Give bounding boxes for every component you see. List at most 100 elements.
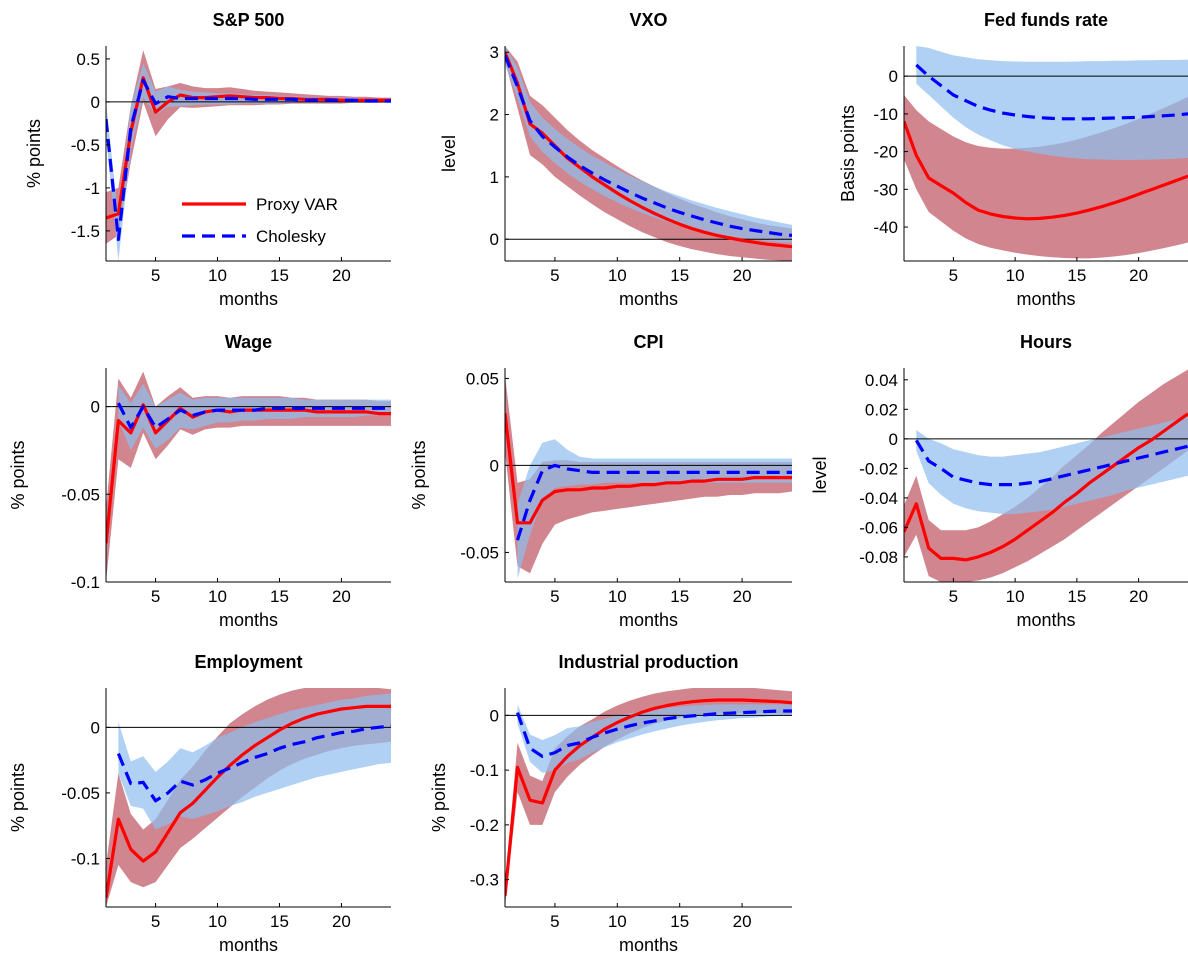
plot-area (106, 371, 391, 582)
y-tick-label: -20 (873, 143, 898, 162)
y-tick-label: 1 (490, 168, 499, 187)
x-tick-label: 20 (332, 912, 351, 931)
y-tick-label: -0.05 (61, 485, 100, 504)
x-tick-label: 15 (670, 912, 689, 931)
x-tick-label: 10 (208, 266, 227, 285)
band-cholesky (505, 46, 792, 243)
chart-cpi: 5 10 15 20 0.05 0 -0.05 CPI months % points (409, 332, 792, 630)
chart-employment: 5 10 15 20 0 -0.05 -0.1 Employment months % point… (8, 652, 391, 955)
y-axis-label: level (810, 456, 830, 493)
x-tick-label: 20 (733, 587, 752, 606)
y-tick-label: -0.05 (61, 784, 100, 803)
y-tick-label: 0.05 (466, 369, 499, 388)
x-tick-label: 15 (1067, 266, 1086, 285)
y-tick-label: 0 (889, 430, 898, 449)
x-tick-label: 5 (949, 587, 958, 606)
panel-title: Hours (1020, 332, 1072, 352)
panel-title: VXO (629, 10, 667, 30)
y-tick-label: 0 (490, 456, 499, 475)
band-cholesky (916, 416, 1188, 515)
y-tick-label: -0.04 (859, 489, 898, 508)
x-tick-label: 5 (550, 266, 559, 285)
x-tick-label: 15 (670, 266, 689, 285)
chart-fed-funds-rate: 5 10 15 20 0 -10 -20 -30 -40 Fed funds rate months… (838, 10, 1188, 309)
series-line-cholesky (116, 402, 391, 430)
x-axis-label: months (619, 610, 678, 630)
series-line-cholesky (914, 439, 1188, 487)
y-tick-label: -30 (873, 180, 898, 199)
y-axis-label: level (439, 135, 459, 172)
x-axis-label: months (219, 610, 278, 630)
panel-title: Employment (194, 652, 302, 672)
series-line-proxy-var (106, 403, 391, 544)
x-tick-label: 5 (151, 587, 160, 606)
plot-area (505, 46, 792, 261)
chart-hours: 5 10 15 20 0.04 0.02 0 -0.02 -0.04 -0.06 -0.08 Hour… (810, 332, 1188, 630)
series-line-cholesky (915, 63, 1188, 121)
plot-area (106, 50, 391, 261)
x-tick-label: 20 (332, 587, 351, 606)
panel-title: Fed funds rate (984, 10, 1108, 30)
y-axis-label: Basis points (838, 105, 858, 202)
series-line-cholesky (515, 709, 792, 758)
x-axis-label: months (1016, 289, 1075, 309)
x-tick-label: 15 (270, 912, 289, 931)
y-tick-label: 0.5 (76, 50, 100, 69)
series-line-cholesky (505, 54, 792, 237)
y-axis-label: % points (429, 763, 449, 832)
y-tick-label: -1.5 (71, 222, 100, 241)
plot-area (505, 375, 792, 579)
plot-area (904, 369, 1188, 582)
chart-wage: 5 10 15 20 0 -0.05 -0.1 Wage months % points (8, 332, 391, 630)
series-line-proxy-var (505, 698, 792, 897)
band-cholesky (118, 383, 391, 451)
legend-label: Cholesky (256, 227, 326, 246)
x-tick-label: 5 (949, 266, 958, 285)
series-line-proxy-var (904, 412, 1188, 562)
y-tick-label: 0 (490, 230, 499, 249)
y-tick-label: -0.05 (460, 543, 499, 562)
panel-title: CPI (633, 332, 663, 352)
y-tick-label: 0 (91, 718, 100, 737)
plot-area (904, 46, 1188, 259)
y-tick-label: -1 (85, 179, 100, 198)
x-axis-label: months (619, 289, 678, 309)
panel-title: Wage (225, 332, 272, 352)
x-tick-label: 10 (1006, 266, 1025, 285)
x-axis-label: months (619, 935, 678, 955)
y-tick-label: 2 (490, 106, 499, 125)
y-tick-label: 0.02 (865, 400, 898, 419)
x-tick-label: 10 (608, 587, 627, 606)
x-tick-label: 20 (733, 912, 752, 931)
series-line-cholesky (515, 463, 792, 541)
y-axis-label: % points (8, 763, 28, 832)
y-tick-label: -0.08 (859, 548, 898, 567)
x-tick-label: 20 (1129, 587, 1148, 606)
x-tick-label: 20 (332, 266, 351, 285)
y-tick-label: -10 (873, 105, 898, 124)
x-tick-label: 15 (670, 587, 689, 606)
y-tick-label: 0 (91, 93, 100, 112)
x-tick-label: 15 (1067, 587, 1086, 606)
x-tick-label: 15 (270, 587, 289, 606)
plot-area (106, 688, 391, 907)
x-tick-label: 5 (550, 912, 559, 931)
y-tick-label: -0.2 (470, 816, 499, 835)
y-tick-label: -0.1 (71, 573, 100, 592)
x-axis-label: months (219, 289, 278, 309)
x-tick-label: 10 (208, 912, 227, 931)
y-tick-label: 0 (889, 67, 898, 86)
x-tick-label: 10 (1006, 587, 1025, 606)
legend-item-proxy-var: Proxy VAR (182, 195, 338, 214)
legend-label: Proxy VAR (256, 195, 338, 214)
x-tick-label: 5 (151, 912, 160, 931)
series-line-proxy-var (904, 120, 1188, 221)
y-axis-label: % points (24, 119, 44, 188)
y-tick-label: 0 (91, 398, 100, 417)
y-tick-label: -40 (873, 218, 898, 237)
x-axis-label: months (1016, 610, 1075, 630)
band-cholesky (106, 63, 391, 261)
x-tick-label: 10 (608, 266, 627, 285)
